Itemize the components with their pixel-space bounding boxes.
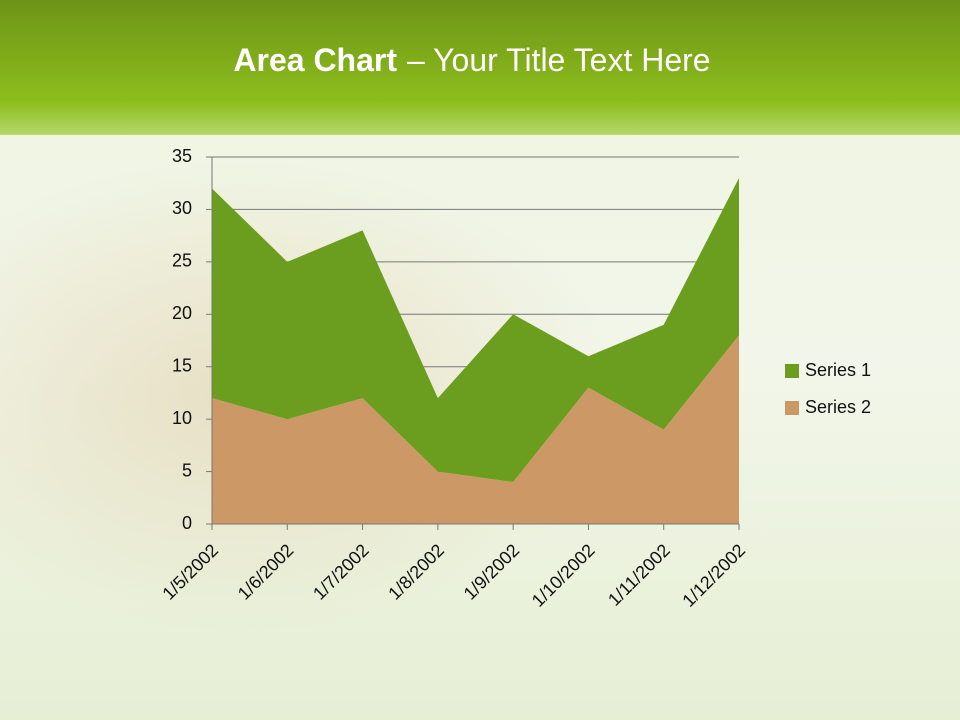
y-tick-label: 25 xyxy=(172,251,192,271)
area xyxy=(212,177,739,483)
legend-label: Series 1 xyxy=(805,360,871,380)
legend-swatch xyxy=(785,364,799,378)
y-tick-label: 20 xyxy=(172,303,192,323)
legend-swatch xyxy=(785,401,799,415)
y-tick-label: 5 xyxy=(182,460,192,480)
legend-label: Series 2 xyxy=(805,397,871,417)
y-tick-label: 35 xyxy=(172,146,192,166)
slide-title: Area Chart – Your Title Text Here xyxy=(233,42,710,78)
title-band xyxy=(0,0,960,135)
y-tick-label: 0 xyxy=(182,513,192,533)
area xyxy=(212,335,739,524)
y-tick-label: 30 xyxy=(172,198,192,218)
y-tick-label: 15 xyxy=(172,355,192,375)
title-bold: Area Chart xyxy=(233,42,397,78)
title-rest: – Your Title Text Here xyxy=(407,42,711,78)
y-tick-label: 10 xyxy=(172,408,192,428)
